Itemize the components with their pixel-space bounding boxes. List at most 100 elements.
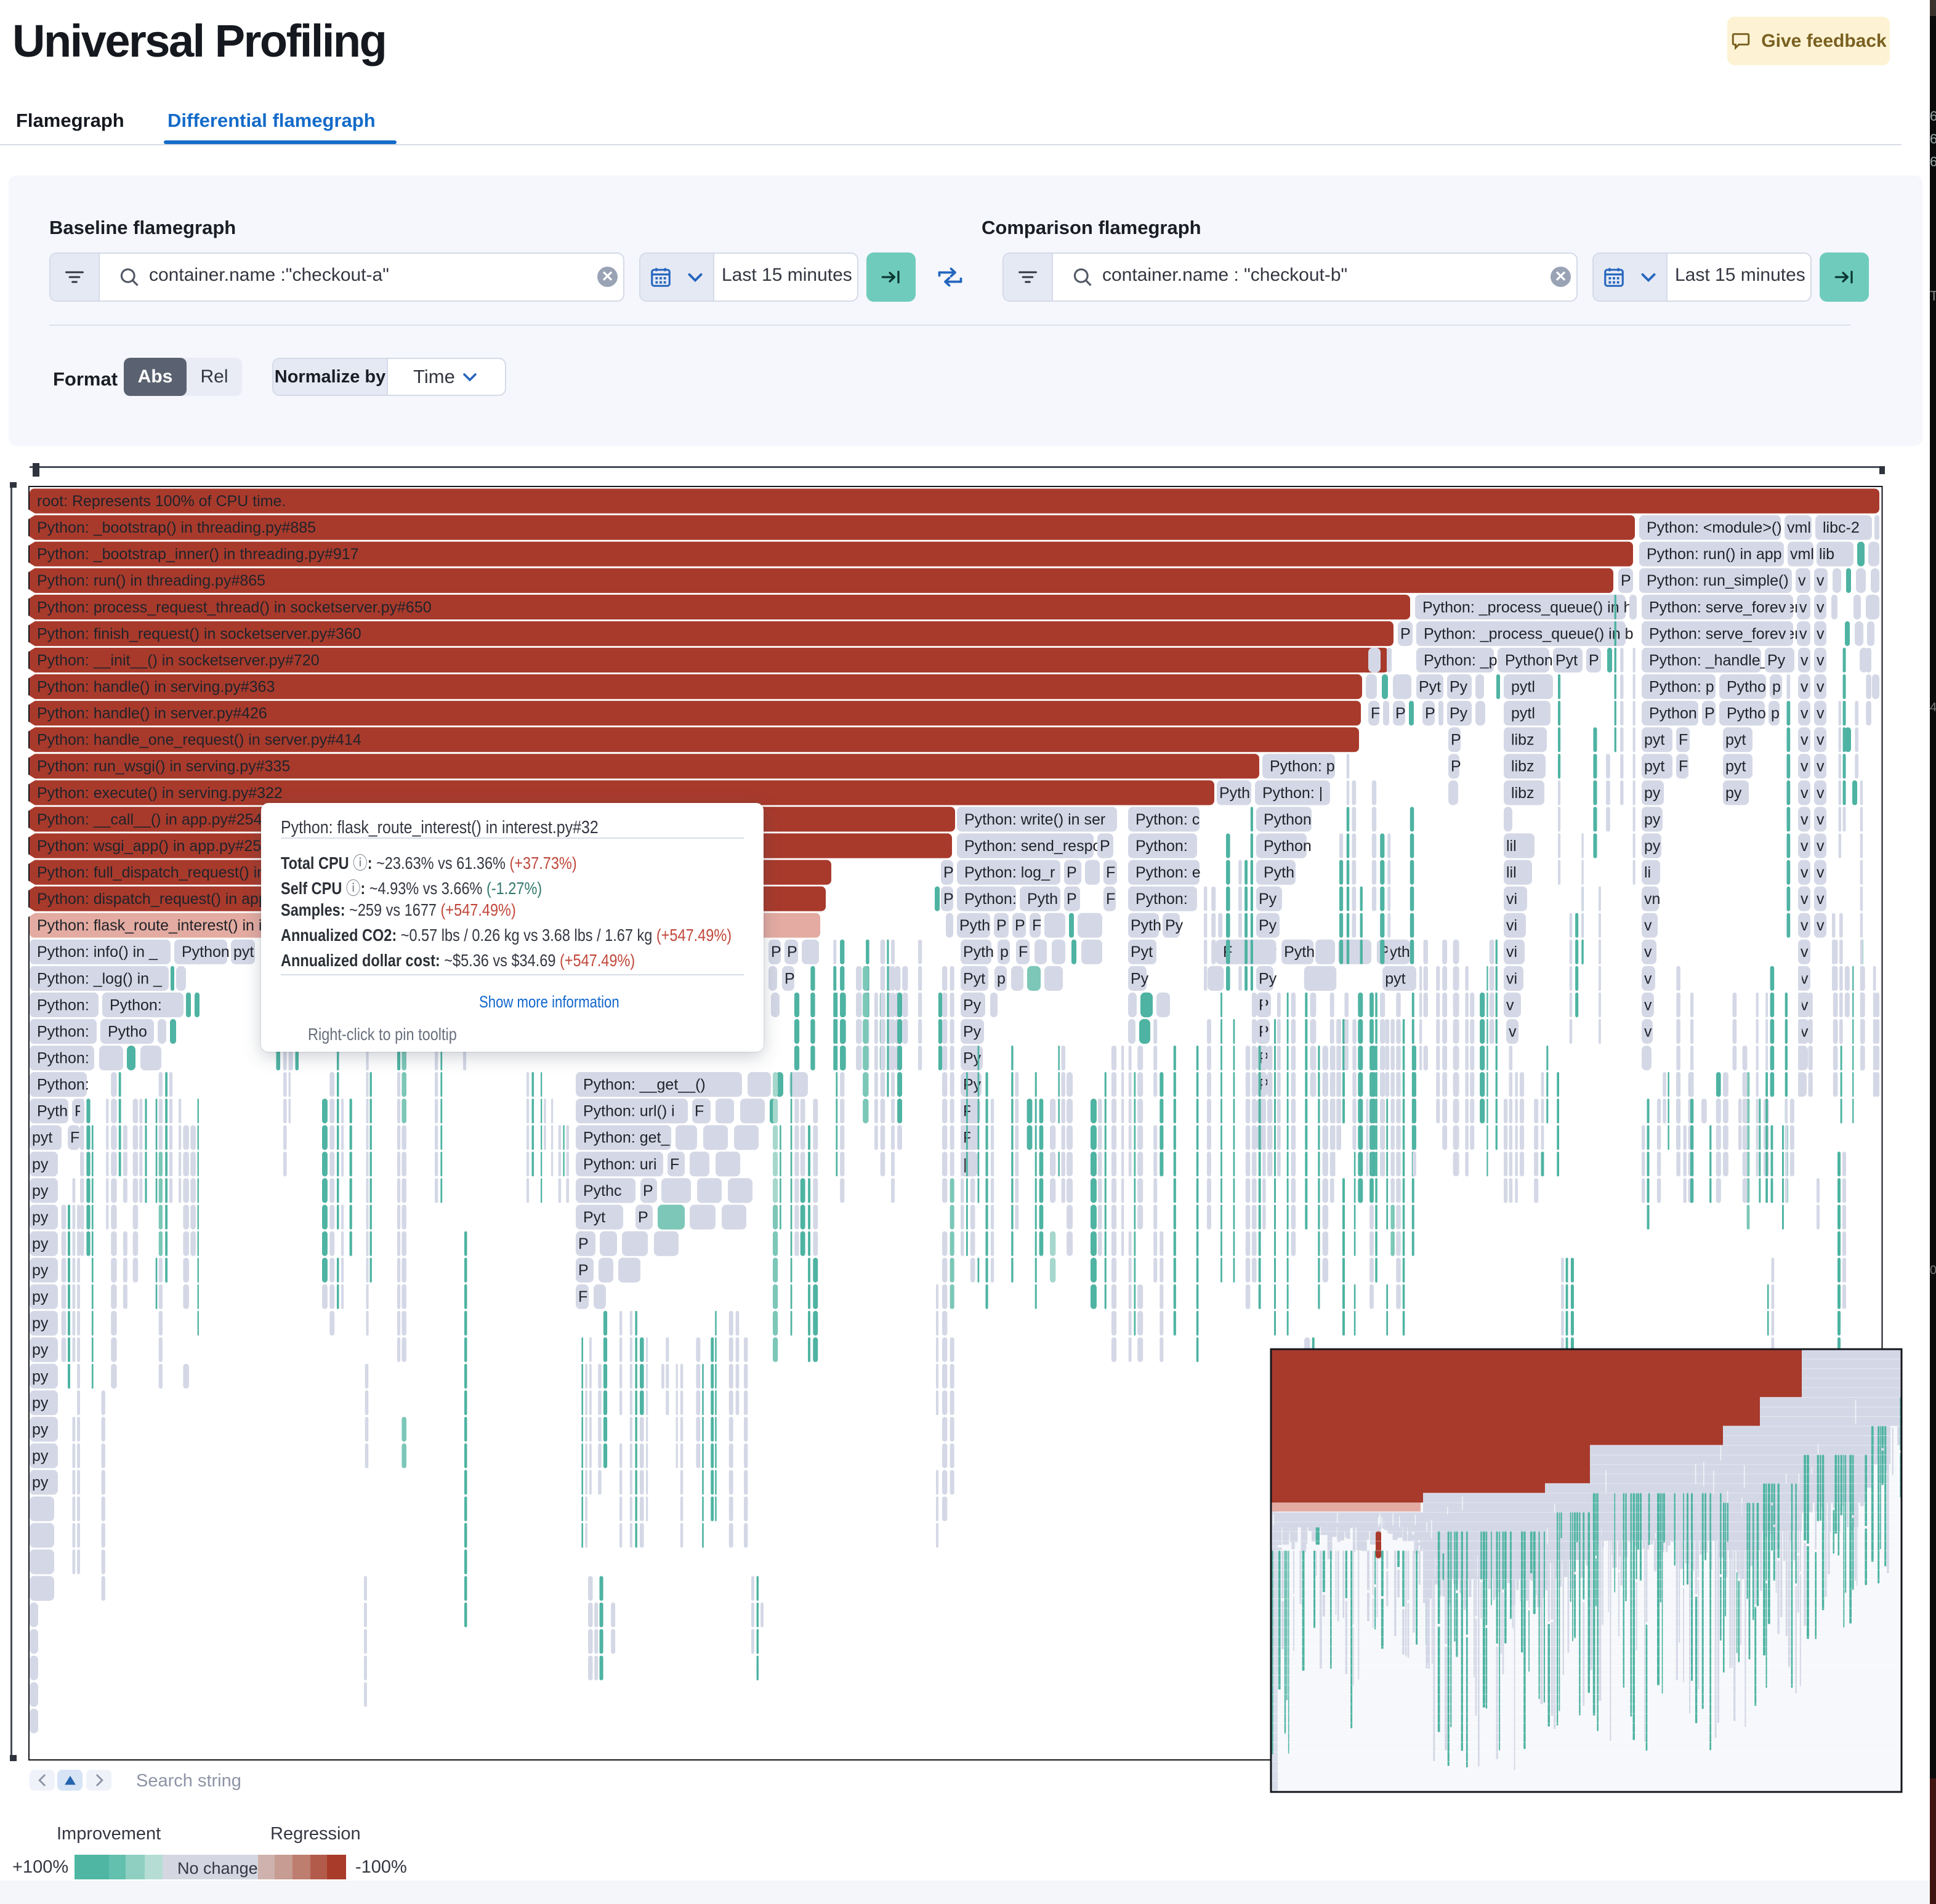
svg-text:Pyt: Pyt: [963, 970, 985, 987]
svg-text:v: v: [1644, 1023, 1652, 1040]
svg-text:Pythc: Pythc: [583, 1182, 622, 1200]
svg-text:libz: libz: [1511, 758, 1535, 775]
svg-text:Python:: Python:: [37, 996, 89, 1014]
svg-text:Python: Python: [1264, 811, 1312, 828]
svg-text:Python: _process_queue() in b: Python: _process_queue() in b: [1424, 625, 1634, 642]
svg-text:py: py: [32, 1341, 49, 1358]
svg-text:py: py: [32, 1368, 49, 1385]
svg-text:pyt: pyt: [1644, 758, 1664, 775]
svg-text:v: v: [1799, 625, 1807, 642]
svg-text:v: v: [1817, 705, 1825, 722]
svg-text:P: P: [943, 864, 954, 881]
svg-text:Python: run() in app: Python: run() in app: [1647, 546, 1782, 563]
svg-text:P: P: [1621, 572, 1631, 589]
svg-text:Py: Py: [963, 996, 982, 1014]
svg-text:py: py: [32, 1288, 49, 1305]
svg-text:Pyt: Pyt: [583, 1209, 605, 1226]
svg-text:P: P: [784, 970, 795, 987]
svg-text:py: py: [32, 1182, 49, 1200]
svg-text:v: v: [1644, 970, 1652, 987]
svg-text:P: P: [1067, 864, 1077, 881]
svg-text:Python:: Python:: [1135, 837, 1188, 855]
svg-text:pyt: pyt: [32, 1129, 52, 1147]
svg-text:v: v: [1817, 811, 1825, 828]
svg-text:v: v: [1801, 837, 1809, 855]
svg-text:P: P: [1425, 705, 1435, 722]
svg-text:Python: __call__() in app.py#2: Python: __call__() in app.py#2548: [37, 811, 270, 828]
svg-text:Py: Py: [1259, 890, 1277, 908]
svg-text:F: F: [1679, 732, 1688, 749]
svg-text:Python: _handle_: Python: _handle_: [1649, 651, 1770, 669]
svg-text:v: v: [1801, 732, 1809, 749]
svg-text:Python: <module>(): Python: <module>(): [1647, 519, 1782, 536]
svg-text:F: F: [1106, 864, 1115, 881]
svg-text:v: v: [1801, 705, 1809, 722]
svg-text:v: v: [1817, 625, 1825, 642]
svg-text:Pyth: Pyth: [1131, 917, 1161, 934]
svg-text:Python: info() in _: Python: info() in _: [37, 943, 158, 961]
svg-text:Pytho: Pytho: [108, 1023, 147, 1040]
svg-text:root: Represents 100% of CPU t: root: Represents 100% of CPU time.: [37, 493, 286, 510]
svg-text:v: v: [1817, 917, 1825, 934]
svg-text:pyt: pyt: [1725, 732, 1746, 749]
svg-text:v: v: [1817, 679, 1825, 696]
svg-text:v: v: [1801, 679, 1809, 696]
svg-text:Python: Python: [1505, 651, 1553, 669]
svg-text:Python: _p: Python: _p: [1424, 651, 1498, 669]
svg-text:v: v: [1801, 1023, 1809, 1040]
svg-text:Python: run() in threading.py#: Python: run() in threading.py#865: [37, 572, 265, 589]
svg-text:P: P: [578, 1235, 589, 1253]
svg-text:Python: _log() in _: Python: _log() in _: [37, 970, 163, 987]
svg-text:py: py: [32, 1209, 49, 1226]
svg-text:Python: url() i: Python: url() i: [583, 1103, 675, 1120]
svg-text:Pyth: Pyth: [963, 943, 994, 961]
svg-text:Python: handle() in server.py#: Python: handle() in server.py#426: [37, 705, 267, 722]
svg-text:v: v: [1801, 758, 1809, 775]
svg-text:Python:: Python:: [1135, 890, 1188, 908]
svg-text:v: v: [1817, 732, 1825, 749]
svg-text:v: v: [1801, 996, 1809, 1014]
svg-text:li: li: [1644, 864, 1651, 881]
svg-text:v: v: [1817, 890, 1825, 908]
svg-text:Pyth: Pyth: [37, 1103, 68, 1120]
svg-text:F: F: [1371, 705, 1380, 722]
svg-text:Python: _bootstrap_inner() in: Python: _bootstrap_inner() in threading.…: [37, 546, 359, 563]
svg-text:Python: run_simple(): Python: run_simple(): [1647, 572, 1789, 589]
svg-text:Python: Python: [1649, 705, 1697, 722]
svg-text:F: F: [578, 1288, 587, 1305]
svg-text:Python:: Python:: [37, 1050, 89, 1067]
svg-text:P: P: [1015, 917, 1025, 934]
svg-text:py: py: [32, 1262, 49, 1279]
svg-text:|: |: [963, 1156, 967, 1173]
svg-text:Python: serve_forever: Python: serve_forever: [1649, 625, 1800, 642]
svg-text:libc-2: libc-2: [1823, 519, 1860, 536]
svg-text:Py: Py: [1450, 705, 1468, 722]
svg-text:Python: p: Python: p: [1649, 679, 1714, 696]
svg-text:Pytho: Pytho: [1727, 679, 1766, 696]
svg-text:p: p: [1771, 705, 1780, 722]
svg-text:F: F: [70, 1129, 79, 1147]
svg-text:P: P: [771, 943, 781, 961]
svg-text:py: py: [32, 1156, 49, 1173]
svg-text:Python: handle_one_request() i: Python: handle_one_request() in server.p…: [37, 732, 361, 749]
svg-text:F: F: [1032, 917, 1041, 934]
svg-text:pyt: pyt: [1644, 732, 1664, 749]
svg-text:P: P: [1451, 732, 1461, 749]
svg-text:v: v: [1817, 651, 1825, 669]
svg-text:libz: libz: [1511, 785, 1535, 802]
svg-text:v: v: [1798, 572, 1806, 589]
svg-text:py: py: [1644, 785, 1661, 802]
svg-text:v: v: [1801, 890, 1809, 908]
svg-text:lil: lil: [1506, 864, 1517, 881]
svg-text:v: v: [1801, 651, 1809, 669]
svg-text:p: p: [1772, 679, 1781, 696]
svg-text:Python: send_respo: Python: send_respo: [964, 837, 1101, 855]
svg-text:F: F: [670, 1156, 679, 1173]
svg-text:v: v: [1817, 785, 1825, 802]
svg-text:Python: wsgi_app() in app.py#2: Python: wsgi_app() in app.py#2528: [37, 837, 278, 855]
svg-text:p: p: [1000, 943, 1009, 961]
svg-text:Python:: Python:: [37, 1023, 89, 1040]
svg-text:P: P: [1704, 705, 1715, 722]
svg-text:Py: Py: [1450, 679, 1468, 696]
svg-text:Python: Python: [1264, 837, 1312, 855]
